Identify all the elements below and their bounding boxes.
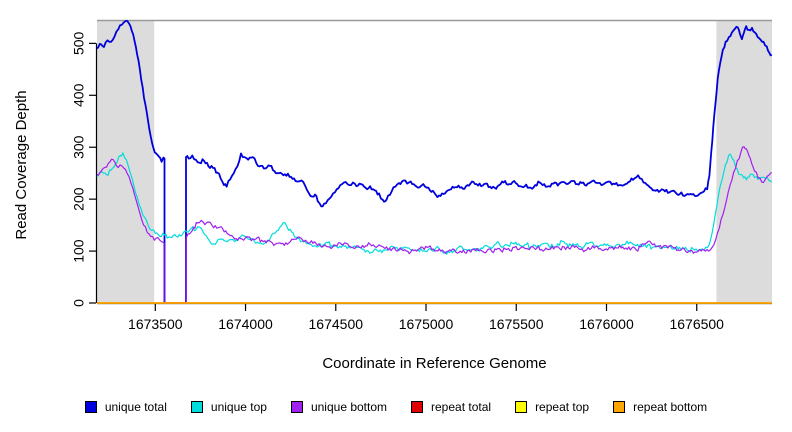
x-tick-label: 1674500	[309, 316, 364, 332]
legend-label: repeat top	[535, 400, 590, 414]
legend-item-unique-top: unique top	[190, 400, 267, 414]
x-tick-label: 1673500	[128, 316, 183, 332]
x-tick-label: 1676500	[669, 316, 724, 332]
legend-swatch-unique-bottom	[290, 401, 303, 413]
legend-swatch-repeat-total	[411, 401, 424, 413]
legend-swatch-repeat-bottom	[613, 401, 626, 413]
legend-label: unique top	[210, 400, 267, 414]
legend-label: repeat bottom	[633, 400, 708, 414]
series-line-unique-top	[96, 152, 773, 255]
y-tick-label: 200	[71, 187, 87, 211]
legend-item-unique-total: unique total	[84, 400, 167, 414]
legend-item-repeat-top: repeat top	[515, 400, 589, 414]
x-tick-label: 1676000	[579, 316, 634, 332]
legend-item-repeat-bottom: repeat bottom	[613, 400, 707, 414]
series-line-unique-bottom	[96, 146, 773, 304]
legend-label: unique bottom	[310, 400, 388, 414]
legend-label: unique total	[104, 400, 167, 414]
x-tick-label: 1675500	[489, 316, 544, 332]
x-tick-label: 1675000	[399, 316, 454, 332]
legend-swatch-repeat-top	[515, 401, 528, 413]
legend-item-repeat-total: repeat total	[411, 400, 491, 414]
y-tick-label: 100	[71, 239, 87, 263]
legend-swatch-unique-total	[84, 401, 97, 413]
legend-label: repeat total	[431, 400, 492, 414]
shaded-region	[716, 20, 772, 303]
y-tick-label: 300	[71, 135, 87, 159]
shaded-region	[97, 20, 155, 303]
x-axis-title: Coordinate in Reference Genome	[322, 355, 547, 372]
y-axis-title: Read Coverage Depth	[13, 90, 30, 240]
x-tick-label: 1674000	[218, 316, 273, 332]
y-tick-label: 0	[71, 299, 87, 307]
y-tick-label: 400	[71, 83, 87, 107]
series-line-unique-total	[96, 20, 773, 304]
legend-item-unique-bottom: unique bottom	[290, 400, 388, 414]
y-tick-label: 500	[71, 31, 87, 55]
legend: unique total unique top unique bottom repea…	[0, 397, 792, 417]
plot-area: 1673500 1674000 1674500 1675000 1675500 16760…	[71, 19, 773, 332]
legend-swatch-unique-top	[190, 401, 203, 413]
